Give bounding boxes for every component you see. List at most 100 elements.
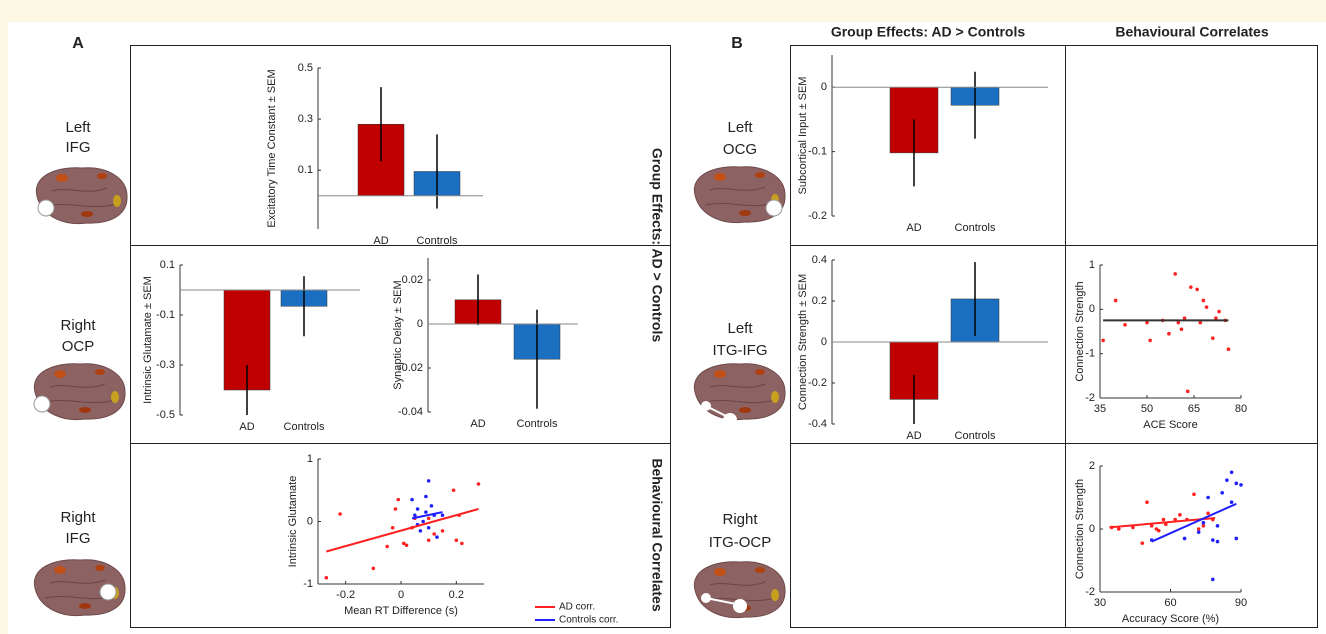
scatter-point [1229,500,1234,505]
y-tick-label: -1 [303,578,313,590]
y-tick-label: -0.1 [156,309,175,321]
scatter-point [1145,320,1149,325]
y-tick-label: -2 [1085,392,1095,404]
region-marker [99,583,117,601]
x-tick-label: Controls [417,235,458,247]
region-marker [701,401,711,411]
column-header: Group Effects: AD > Controls [831,24,1026,40]
x-tick-label: 90 [1235,597,1247,609]
scatter-point [1204,305,1209,309]
y-tick-label: 0 [307,515,313,527]
scatter-point [1182,536,1187,541]
legend-label: AD corr. [559,602,595,613]
scatter-point [415,507,420,511]
x-axis-label: Mean RT Difference (s) [344,605,458,617]
scatter-point [396,497,401,502]
scatter-point [1131,525,1135,530]
brain-image [33,363,126,421]
scatter-point [371,566,376,571]
y-tick-label: 0.3 [298,113,313,125]
y-axis-label: Synaptic Delay ± SEM [392,280,404,389]
scatter-point [1167,331,1171,336]
scatter-point [454,538,459,543]
region-label: Right [722,511,758,528]
x-tick-label: AD [906,222,921,234]
x-tick-label: 0 [398,589,404,601]
scatter-point [1178,513,1182,517]
x-tick-label: -0.2 [336,589,355,601]
y-tick-label: -0.2 [808,377,827,389]
scatter-point [1156,528,1161,533]
scatter-point [1211,538,1215,542]
y-tick-label: 0 [1089,523,1095,535]
scatter-point [426,538,431,543]
region-label: ITG-IFG [713,342,768,359]
scatter-point [1196,530,1201,534]
y-axis-label: Connection Strength ± SEM [797,274,809,410]
x-tick-label: 50 [1141,403,1153,415]
scatter-point [1206,511,1210,516]
scatter-point [1173,272,1177,276]
region-marker [723,413,737,427]
scatter-point [1179,327,1184,332]
scatter-point [440,529,445,533]
scatter-point [410,497,414,502]
scatter-point [1215,524,1220,528]
scatter-point [1198,320,1203,325]
y-tick-label: 0.1 [298,164,313,176]
fit-line [1109,516,1216,529]
figure-background [8,22,1326,634]
scatter-point [1215,539,1220,544]
region-label: Right [60,509,96,526]
x-tick-label: Controls [284,421,325,433]
scatter-point [1113,298,1118,303]
row-header: Behavioural Correlates [649,458,665,611]
fit-line [1151,502,1237,543]
scatter-point [424,494,428,499]
y-tick-label: -0.2 [808,210,827,222]
region-label: OCG [723,141,757,158]
scatter-point [1145,500,1149,505]
y-tick-label: -0.3 [156,359,175,371]
scatter-point [1123,323,1127,327]
panel-a-frame [130,45,671,628]
scatter-point [476,482,481,486]
scatter-point [324,575,329,580]
scatter-point [1226,347,1231,352]
x-tick-label: 60 [1164,597,1176,609]
scatter-point [426,479,431,483]
x-tick-label: Controls [955,430,996,442]
scatter-point [1176,320,1181,325]
x-tick-label: 80 [1235,403,1247,415]
scatter-point [404,543,409,548]
scatter-point [385,544,389,549]
x-tick-label: AD [239,421,254,433]
scatter-point [401,541,406,546]
scatter-point [1214,316,1218,321]
y-tick-label: 0.5 [298,62,313,74]
region-label: Left [727,320,753,337]
y-tick-label: 1 [307,453,313,465]
scatter-point [451,488,456,493]
y-tick-label: -0.02 [398,362,423,374]
y-tick-label: 0 [821,336,827,348]
y-tick-label: -0.04 [398,406,423,418]
scatter-point [1239,483,1243,487]
scatter-point [440,513,445,518]
scatter-point [1185,389,1190,394]
y-axis-label: Subcortical Input ± SEM [797,77,809,195]
scatter-point [426,525,431,530]
fit-line [411,511,443,520]
region-label: ITG-OCP [709,534,772,551]
x-tick-label: 30 [1094,597,1106,609]
region-label: IFG [66,530,91,547]
x-tick-label: Controls [517,418,558,430]
x-tick-label: AD [906,430,921,442]
connection-arrow [705,597,737,605]
y-tick-label: 0.1 [160,259,175,271]
y-axis-label: Excitatory Time Constant ± SEM [266,69,278,227]
scatter-point [432,532,437,536]
x-tick-label: 65 [1188,403,1200,415]
